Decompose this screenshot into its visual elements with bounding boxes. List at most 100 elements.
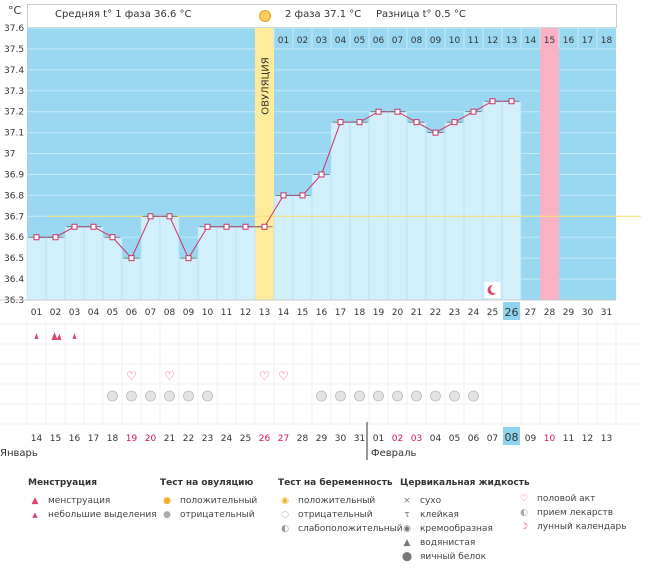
y-tick-label: 37.2 bbox=[4, 108, 24, 118]
legend-item: кремообразная bbox=[420, 524, 493, 534]
temperature-column bbox=[330, 121, 351, 301]
date-label: 23 bbox=[202, 434, 213, 444]
date-label: 26 bbox=[259, 434, 271, 444]
heart-icon: ♡ bbox=[259, 369, 270, 383]
moon-icon-cut bbox=[490, 284, 500, 294]
y-tick-label: 36.9 bbox=[4, 170, 24, 180]
y-tick-label: 37.1 bbox=[4, 129, 24, 139]
temperature-column bbox=[349, 121, 370, 301]
diff-value: 0.5 °C bbox=[434, 9, 466, 20]
legend-item: отрицательный bbox=[180, 510, 255, 520]
bbt-chart: 01 02 03 04 05 06 07 08 09 10 11 12 13 14 15 16 17 18 ОВУЛ… bbox=[0, 24, 641, 460]
y-tick-label: 36.5 bbox=[4, 254, 24, 264]
chart-unit: °C bbox=[8, 4, 22, 17]
temperature-column bbox=[444, 121, 465, 301]
temperature-column bbox=[273, 195, 294, 301]
date-label: 02 bbox=[392, 434, 403, 444]
cycle-day-label: 31 bbox=[601, 308, 612, 318]
temperature-column bbox=[45, 236, 66, 301]
ovulation-label: ОВУЛЯЦИЯ bbox=[261, 57, 272, 115]
ovulation-negative-icon: ● bbox=[163, 510, 171, 520]
cycle-day-label: 21 bbox=[411, 308, 422, 318]
phase2-day-label: 02 bbox=[297, 36, 308, 46]
cycle-day-label: 02 bbox=[50, 308, 61, 318]
diff-label: Разница t° bbox=[376, 9, 432, 20]
temperature-column bbox=[216, 226, 237, 301]
date-label: 07 bbox=[487, 434, 498, 444]
ovulation-sun-icon bbox=[259, 10, 271, 22]
temperature-point bbox=[375, 108, 382, 115]
date-label: 13 bbox=[601, 434, 612, 444]
temperature-point bbox=[204, 223, 211, 230]
cycle-day-label: 28 bbox=[544, 308, 556, 318]
legend-other: ♡ половой акт ◐ прием лекарств ☽ лунный кал… bbox=[517, 492, 627, 534]
heart-icon: ♡ bbox=[278, 369, 289, 383]
cycle-day-label: 26 bbox=[505, 306, 519, 319]
legend-pregnancy-test: Тест на беременность ◉ положительный ○ отр… bbox=[278, 478, 403, 536]
today-date-highlight bbox=[503, 427, 520, 445]
heart-icon: ♡ bbox=[519, 494, 529, 504]
light-spotting-icon: ▲ bbox=[32, 511, 38, 519]
temperature-point bbox=[90, 223, 97, 230]
cycle-day-label: 12 bbox=[240, 308, 251, 318]
phase2-day-label: 04 bbox=[335, 36, 347, 46]
phase2-day-label: 18 bbox=[601, 36, 613, 46]
phase2-day-label: 12 bbox=[487, 36, 498, 46]
sticky-icon: τ bbox=[404, 510, 410, 520]
temperature-column bbox=[83, 226, 104, 301]
watery-icon: ▲ bbox=[403, 538, 411, 548]
temperature-point bbox=[489, 98, 496, 105]
cycle-day-label: 20 bbox=[392, 308, 404, 318]
cycle-day-label: 23 bbox=[449, 308, 460, 318]
date-label: 25 bbox=[240, 434, 251, 444]
pill-icon bbox=[107, 390, 118, 402]
cycle-day-label: 17 bbox=[335, 308, 346, 318]
pill-icon bbox=[164, 390, 175, 402]
legend-item: клейкая bbox=[420, 510, 459, 520]
legend-item: положительный bbox=[180, 496, 258, 506]
egg-white-icon: ⬤ bbox=[401, 552, 413, 562]
date-label: 14 bbox=[31, 434, 43, 444]
date-label: 11 bbox=[563, 434, 574, 444]
temperature-point bbox=[242, 223, 249, 230]
moon-icon: ☽ bbox=[519, 522, 529, 532]
legend-pregnancy-title: Тест на беременность bbox=[278, 478, 393, 488]
cycle-day-label: 25 bbox=[487, 308, 498, 318]
legend-ovulation-title: Тест на овуляцию bbox=[160, 478, 254, 488]
phase2-day-label: 01 bbox=[278, 36, 289, 46]
pregnancy-weak-icon: ◐ bbox=[281, 524, 289, 534]
cycle-day-label: 05 bbox=[107, 308, 118, 318]
temperature-column bbox=[178, 257, 199, 301]
y-tick-label: 36.7 bbox=[4, 212, 24, 222]
today-highlight bbox=[503, 302, 520, 320]
temperature-point bbox=[109, 234, 116, 241]
temperature-point bbox=[71, 223, 78, 230]
phase2-day-label: 16 bbox=[563, 36, 575, 46]
temperature-column bbox=[26, 236, 47, 301]
pill-icon bbox=[145, 390, 156, 402]
phase2-day-label: 13 bbox=[506, 36, 517, 46]
temperature-point bbox=[451, 119, 458, 126]
date-label: 06 bbox=[468, 434, 480, 444]
legend-item: половой акт bbox=[537, 494, 596, 504]
phase2-day-label: 06 bbox=[373, 36, 385, 46]
creamy-icon: ◉ bbox=[403, 524, 411, 534]
phase2-day-label: 17 bbox=[582, 36, 593, 46]
cycle-day-label: 19 bbox=[373, 308, 385, 318]
legend-item: отрицательный bbox=[298, 510, 373, 520]
temperature-point bbox=[356, 119, 363, 126]
temperature-point bbox=[33, 234, 40, 241]
y-tick-label: 36.8 bbox=[4, 191, 24, 201]
temperature-point bbox=[185, 255, 192, 262]
pill-icon bbox=[335, 390, 346, 402]
temperature-point bbox=[432, 129, 439, 136]
cycle-day-label: 11 bbox=[221, 308, 232, 318]
legend-item: небольшие выделения bbox=[48, 510, 157, 520]
temperature-point bbox=[394, 108, 401, 115]
legend-item: яичный белок bbox=[420, 552, 487, 562]
ovulation-positive-icon: ● bbox=[163, 496, 171, 506]
cycle-day-label: 30 bbox=[582, 308, 594, 318]
y-tick-label: 36.6 bbox=[4, 233, 24, 243]
cycle-day-label: 22 bbox=[430, 308, 441, 318]
temperature-point bbox=[470, 108, 477, 115]
